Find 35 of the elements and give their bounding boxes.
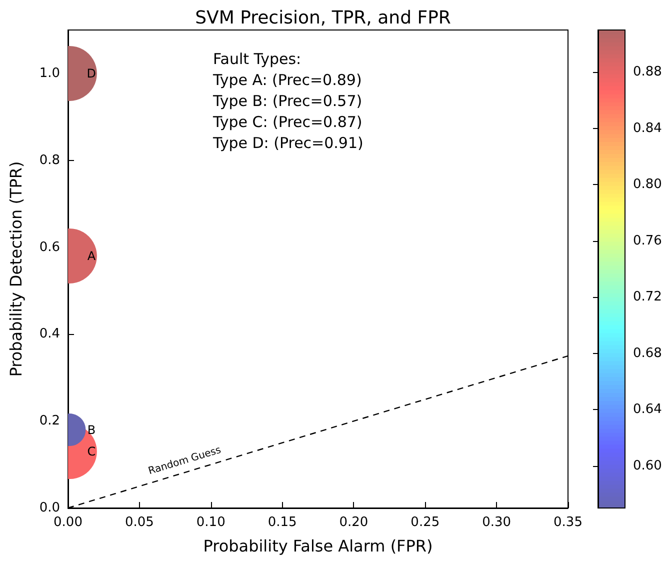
- y-tick-label: 0.2: [39, 414, 60, 429]
- color-bar-label: 0.60: [633, 458, 662, 474]
- color-bar-label: 0.88: [633, 64, 662, 80]
- x-tick-label: 0.10: [196, 515, 226, 530]
- color-bar-label: 0.80: [633, 177, 662, 192]
- series-label: C: [87, 444, 96, 459]
- color-bar-label: 0.84: [633, 120, 662, 136]
- y-tick-label: 0.6: [39, 240, 60, 255]
- x-axis-title: Probability False Alarm (FPR): [203, 536, 433, 556]
- annotation: Type A: (Prec=0.89): [212, 71, 362, 90]
- annotation: Type D: (Prec=0.91): [212, 134, 364, 152]
- color-bar-label: 0.72: [633, 290, 662, 305]
- color-bar-label: 0.76: [633, 233, 662, 248]
- series-label: D: [86, 66, 96, 80]
- x-tick-label: 0.30: [482, 515, 512, 530]
- series-label: A: [87, 248, 96, 263]
- x-tick-label: 0.00: [54, 515, 82, 530]
- series-label: B: [87, 422, 96, 437]
- y-tick-label: 0.0: [39, 500, 60, 516]
- x-tick-label: 0.20: [339, 515, 368, 530]
- x-tick-label: 0.35: [554, 515, 582, 530]
- annotation: Type B: (Prec=0.57): [212, 92, 362, 110]
- annotation: Type C: (Prec=0.87): [212, 113, 362, 132]
- y-tick-label: 1.0: [39, 66, 60, 81]
- x-tick-label: 0.05: [124, 515, 154, 530]
- x-tick-label: 0.15: [268, 515, 297, 530]
- color-bar-label: 0.68: [633, 346, 662, 361]
- annotation: Fault Types:: [213, 50, 302, 68]
- y-tick-label: 0.8: [39, 152, 60, 168]
- y-axis-title: Probability Detection (TPR): [6, 161, 26, 377]
- x-tick-label: 0.25: [410, 515, 440, 530]
- color-bar-label: 0.64: [633, 402, 662, 418]
- y-tick-label: 0.4: [39, 326, 60, 342]
- chart-title: SVM Precision, TPR, and FPR: [195, 8, 451, 28]
- text: Random Guess: [147, 444, 222, 478]
